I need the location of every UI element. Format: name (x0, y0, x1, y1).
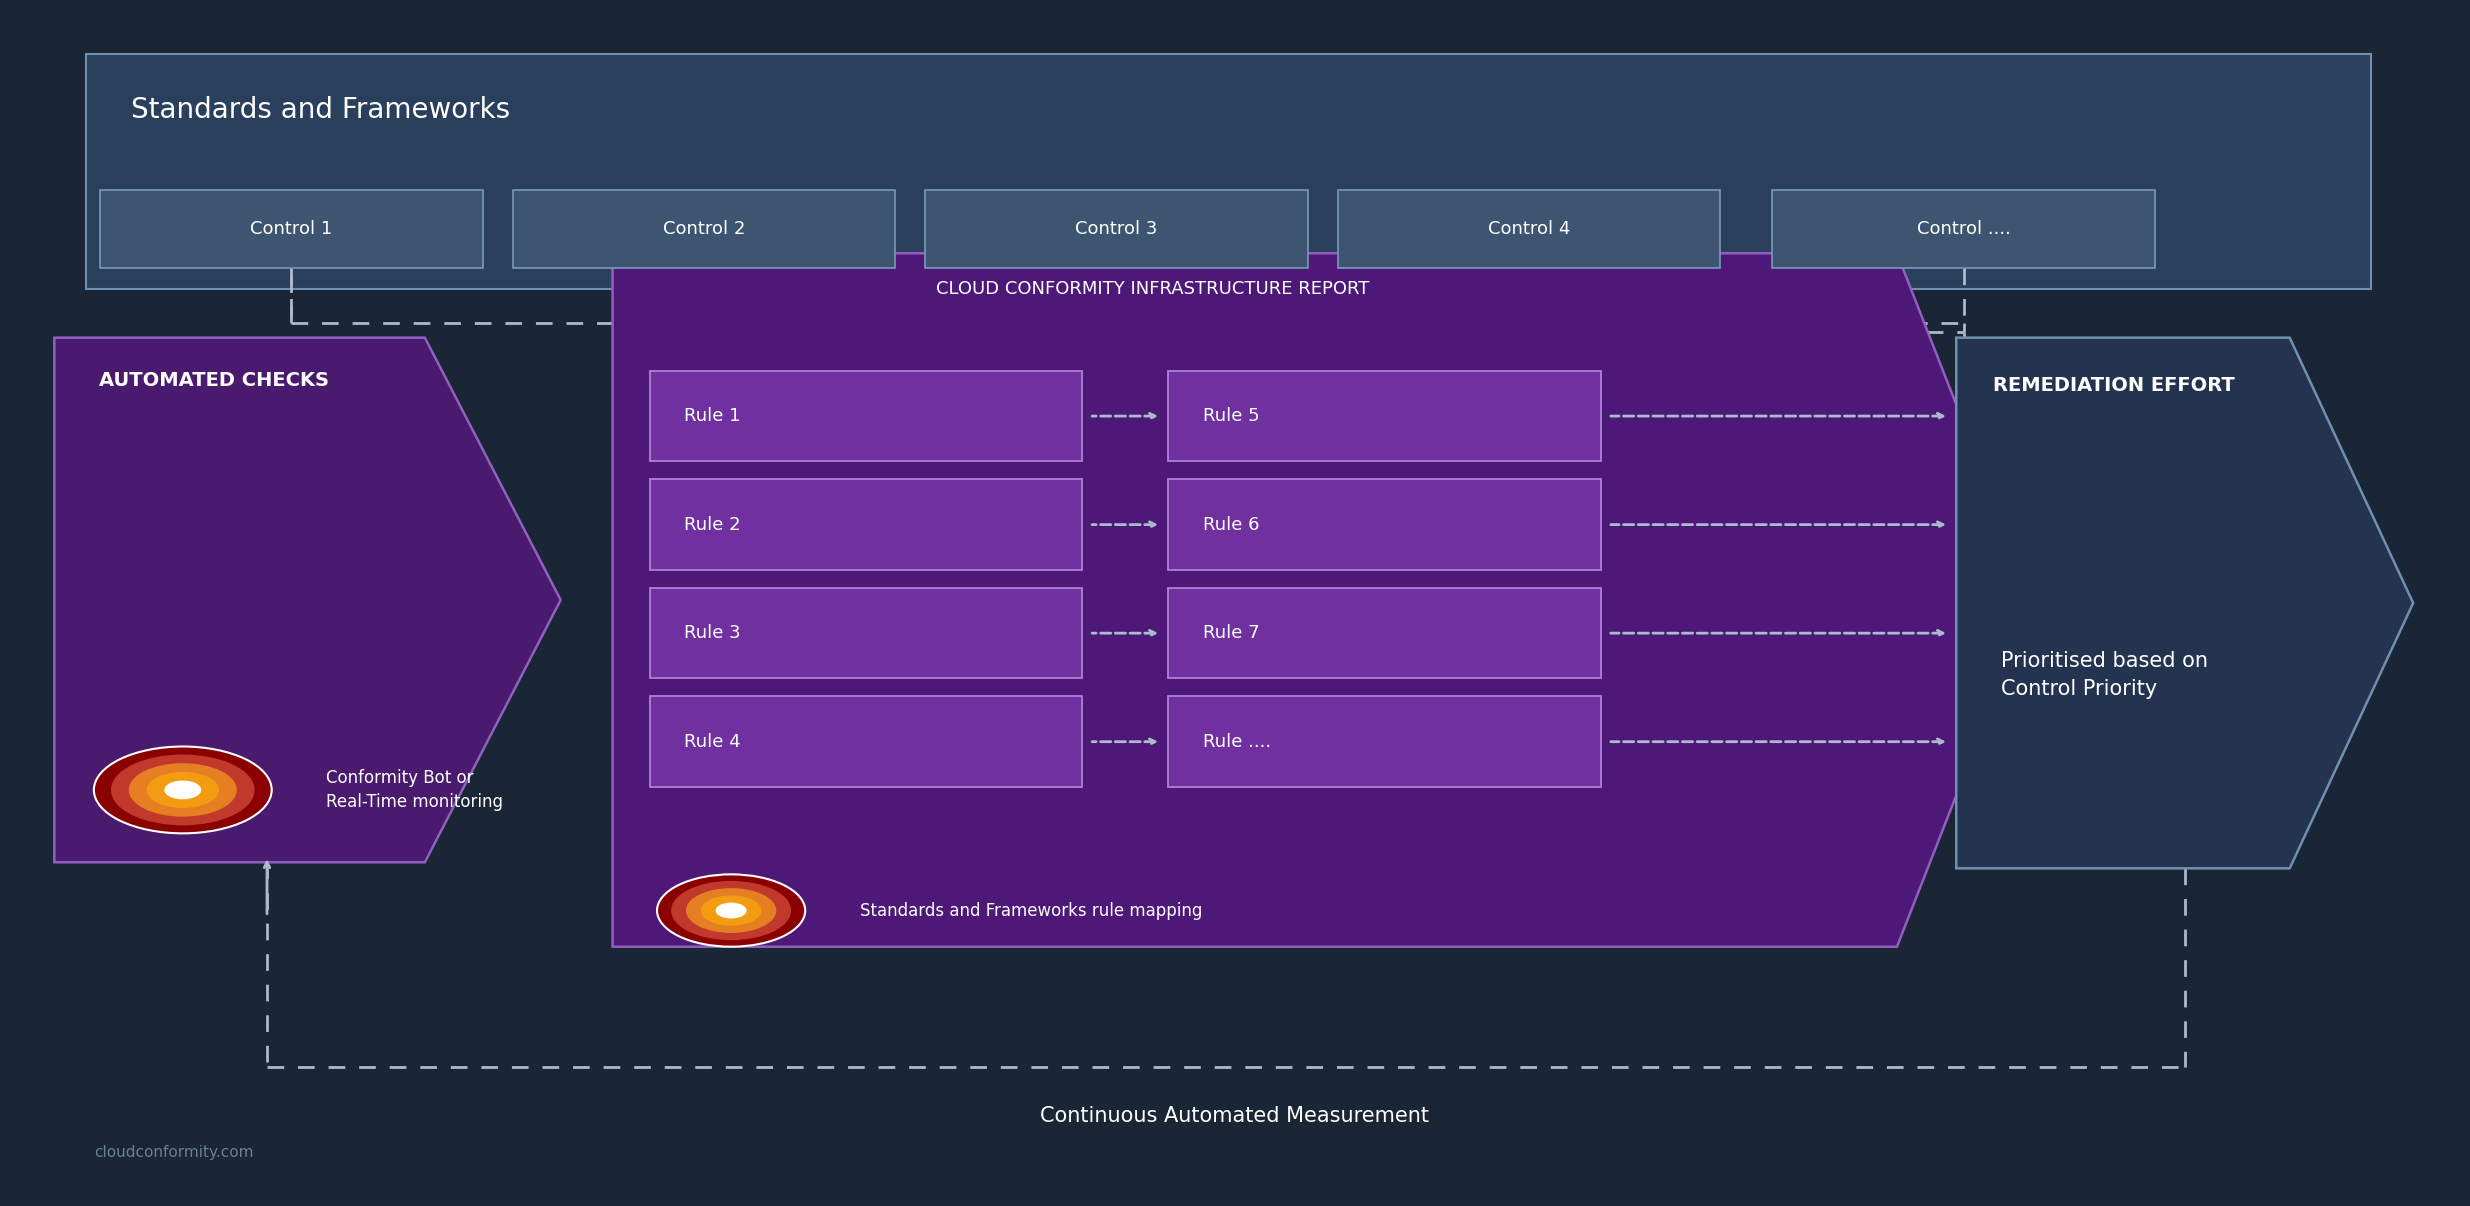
Text: Rule ....: Rule .... (1203, 733, 1272, 750)
Text: Control 2: Control 2 (662, 221, 746, 238)
FancyBboxPatch shape (86, 54, 2371, 289)
Text: Rule 5: Rule 5 (1203, 408, 1260, 425)
Text: Rule 7: Rule 7 (1203, 625, 1260, 642)
Polygon shape (1956, 338, 2413, 868)
Text: Standards and Frameworks: Standards and Frameworks (131, 96, 509, 124)
Text: cloudconformity.com: cloudconformity.com (94, 1146, 254, 1160)
Circle shape (672, 882, 790, 939)
Circle shape (165, 781, 200, 798)
Text: Prioritised based on
Control Priority: Prioritised based on Control Priority (2001, 651, 2208, 699)
Text: AUTOMATED CHECKS: AUTOMATED CHECKS (99, 371, 329, 391)
FancyBboxPatch shape (650, 696, 1082, 786)
FancyBboxPatch shape (650, 589, 1082, 678)
Text: Control 4: Control 4 (1487, 221, 1571, 238)
FancyBboxPatch shape (1773, 189, 2154, 268)
Text: Control 3: Control 3 (1074, 221, 1158, 238)
Text: Standards and Frameworks rule mapping: Standards and Frameworks rule mapping (860, 902, 1203, 919)
FancyBboxPatch shape (99, 189, 482, 268)
Polygon shape (54, 338, 561, 862)
Text: Rule 2: Rule 2 (684, 516, 741, 533)
Text: Control 1: Control 1 (249, 221, 333, 238)
Circle shape (701, 896, 761, 925)
Text: Rule 3: Rule 3 (684, 625, 741, 642)
Circle shape (111, 755, 254, 825)
FancyBboxPatch shape (511, 189, 894, 268)
Text: Rule 1: Rule 1 (684, 408, 741, 425)
Text: Rule 4: Rule 4 (684, 733, 741, 750)
FancyBboxPatch shape (924, 189, 1309, 268)
FancyBboxPatch shape (1168, 589, 1601, 678)
Text: Conformity Bot or
Real-Time monitoring: Conformity Bot or Real-Time monitoring (326, 769, 504, 810)
Circle shape (657, 874, 805, 947)
FancyBboxPatch shape (650, 480, 1082, 570)
Text: CLOUD CONFORMITY INFRASTRUCTURE REPORT: CLOUD CONFORMITY INFRASTRUCTURE REPORT (936, 280, 1368, 298)
Circle shape (94, 747, 272, 833)
Text: Control ....: Control .... (1917, 221, 2011, 238)
Text: REMEDIATION EFFORT: REMEDIATION EFFORT (1993, 376, 2235, 396)
Polygon shape (613, 253, 2033, 947)
Circle shape (716, 903, 746, 918)
Text: Rule 6: Rule 6 (1203, 516, 1260, 533)
Circle shape (687, 889, 776, 932)
Circle shape (128, 763, 237, 816)
FancyBboxPatch shape (1168, 696, 1601, 786)
Circle shape (148, 773, 217, 807)
FancyBboxPatch shape (1168, 371, 1601, 461)
FancyBboxPatch shape (1339, 189, 1719, 268)
FancyBboxPatch shape (1168, 480, 1601, 570)
FancyBboxPatch shape (650, 371, 1082, 461)
Text: Continuous Automated Measurement: Continuous Automated Measurement (1040, 1106, 1430, 1125)
